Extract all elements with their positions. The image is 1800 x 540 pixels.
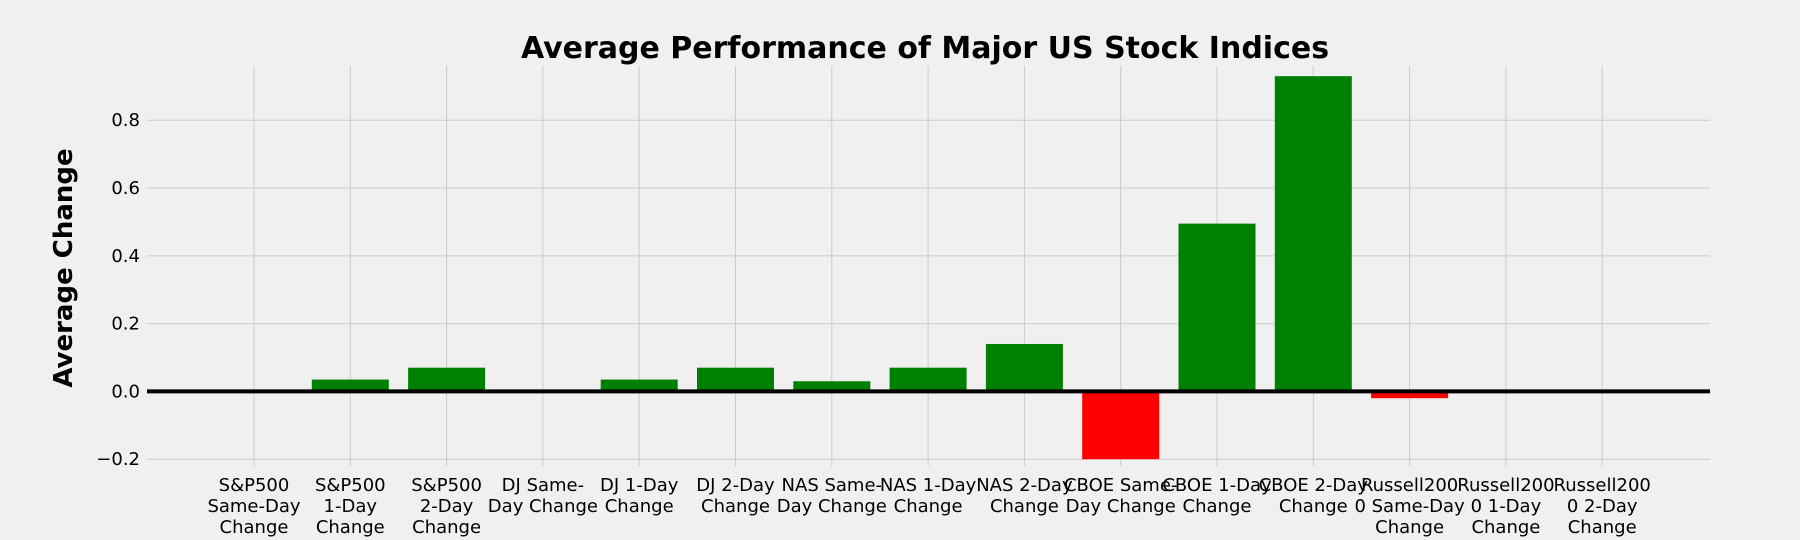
x-tick-label: S&P500 1-Day Change <box>315 475 386 538</box>
y-axis-label: Average Change <box>49 148 79 387</box>
x-tick-label: NAS Same-Day Change <box>777 475 887 517</box>
y-tick-label: 0.8 <box>111 110 140 131</box>
bar <box>697 367 774 392</box>
bar <box>985 343 1063 392</box>
bar <box>793 381 871 392</box>
y-tick-label: 0.4 <box>111 246 140 267</box>
x-tick-label: S&P500 2-Day Change <box>411 475 482 538</box>
x-tick-label: Russell200 0 Same-Day Change <box>1354 475 1465 538</box>
y-tick-label: 0.2 <box>111 314 140 335</box>
x-tick-label: DJ 1-Day Change <box>600 475 679 517</box>
bar <box>1371 391 1449 399</box>
y-tick-label: 0.0 <box>111 381 140 402</box>
bar <box>1082 391 1160 460</box>
bar <box>1274 76 1352 392</box>
bar <box>311 379 389 392</box>
y-tick-label: 0.6 <box>111 178 140 199</box>
bar <box>1178 223 1256 392</box>
x-tick-label: CBOE Same-Day Change <box>1064 475 1177 517</box>
x-tick-label: S&P500 Same-Day Change <box>207 475 300 538</box>
y-tick-label: −0.2 <box>96 449 140 470</box>
bar <box>408 367 486 392</box>
bar <box>600 379 678 392</box>
x-tick-label: Russell200 0 1-Day Change <box>1457 475 1554 538</box>
x-tick-label: CBOE 1-Day Change <box>1162 475 1272 517</box>
chart-title: Average Performance of Major US Stock In… <box>521 31 1329 66</box>
x-tick-label: NAS 2-Day Change <box>976 475 1073 517</box>
bars <box>311 76 1449 460</box>
x-tick-label: NAS 1-Day Change <box>880 475 977 517</box>
x-tick-label: CBOE 2-Day Change <box>1259 475 1369 517</box>
y-tick-labels: −0.2 0.0 0.2 0.4 0.6 0.8 <box>96 110 140 470</box>
bar <box>889 367 967 392</box>
x-tick-label: DJ 2-Day Change <box>696 475 775 517</box>
x-tick-label: Russell200 0 2-Day Change <box>1554 475 1651 538</box>
x-tick-label: DJ Same-Day Change <box>488 475 598 517</box>
